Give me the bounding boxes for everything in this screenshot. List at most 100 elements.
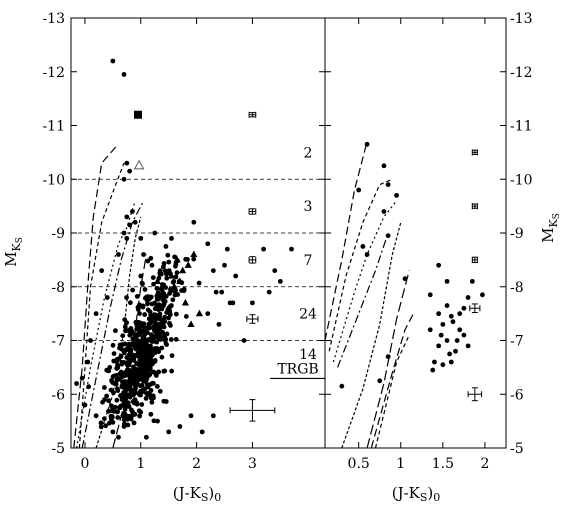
star-point [210,413,216,419]
rgb-star-point [126,341,132,347]
rgb-star-point [126,381,132,387]
rgb-star-point [111,351,117,356]
rgb-star-point [98,420,104,426]
star-point [130,209,135,214]
star-point [143,295,149,300]
star-point [110,58,116,64]
star-point [436,343,442,349]
left-y-axis-title: MKS [2,237,25,267]
star-point [339,383,345,389]
star-point [461,332,467,338]
agb-star-point [148,332,154,338]
rgb-star-point [114,357,120,362]
rgb-star-point [114,377,120,383]
y-tick-label: -12 [42,65,65,81]
rgb-star-point [122,324,128,330]
rgb-star-point [135,331,141,337]
agb-star-point [155,296,161,302]
rgb-star-point [144,352,150,358]
star-point [436,311,442,317]
agb-star-point [191,256,197,262]
agb-star-point [157,330,162,336]
carbon-star-triangle [176,277,184,284]
rgb-star-point [159,354,165,360]
rgb-star-point [167,320,172,326]
agb-star-point [165,252,171,258]
y-tick-label: -12 [510,65,533,81]
rgb-star-point [121,379,127,384]
rgb-star-point [152,370,158,376]
rgb-star-point [141,360,146,366]
isochrone-line [341,222,402,448]
rgb-star-point [120,333,126,339]
rgb-star-point [134,337,140,343]
rgb-star-point [156,314,162,320]
rgb-star-point [148,387,154,393]
agb-star-point [143,329,149,334]
agb-star-point [173,336,179,342]
rgb-star-point [162,368,168,374]
star-point [430,367,436,373]
isochrone-line [337,232,389,368]
rgb-star-point [137,413,143,419]
star-point [138,273,144,279]
y-tick-label: -6 [51,387,65,403]
isochrone-line [81,200,145,448]
carbon-star-triangle [153,277,162,284]
star-point [233,273,239,279]
carbon-star-triangle [190,250,198,258]
x-tick-label: 1.5 [432,456,454,472]
y-tick-label: -10 [510,172,533,188]
rgb-star-point [123,328,129,334]
rgb-star-point [130,409,135,415]
y-tick-label: -11 [510,119,533,135]
x-tick-label: 1 [136,456,145,472]
y-tick-label: -9 [51,226,65,242]
star-point [356,187,362,193]
rgb-star-point [143,395,149,401]
y-tick-label: -7 [510,334,524,350]
bin-count-label: 24 [299,307,317,323]
star-point [289,246,294,252]
star-point [85,359,91,365]
agb-star-point [134,293,140,299]
star-point [143,434,149,440]
x-tick-label: 1 [396,456,405,472]
isochrone-line [95,216,142,448]
x-tick-label: 2 [480,456,489,472]
agb-star-point [140,323,145,329]
isochrone-line [73,146,117,448]
rgb-star-point [149,399,155,405]
rgb-star-point [133,385,138,391]
star-point [250,300,255,306]
right-x-axis-title: (J-KS)0 [392,484,441,504]
rgb-star-point [144,382,150,387]
y-tick-label: -13 [42,11,65,27]
star-point [121,424,127,429]
rgb-star-point [140,281,145,287]
rgb-star-point [169,368,175,374]
x-tick-label: 0 [80,456,89,472]
x-tick-label: 2 [192,456,201,472]
rgb-star-point [151,418,157,424]
star-point [116,434,121,440]
rgb-star-point [122,317,128,323]
y-tick-label: -6 [510,387,524,403]
rgb-star-point [162,338,168,343]
star-point [230,300,236,306]
rgb-star-point [130,336,136,342]
agb-star-point [160,282,165,287]
star-point [436,262,442,268]
star-point [440,362,446,368]
star-point [166,429,172,435]
star-point [74,381,79,386]
agb-star-point [148,255,154,261]
bin-count-label: 7 [304,253,313,269]
rgb-star-point [103,423,109,429]
star-point [127,168,133,174]
rgb-star-point [155,290,161,296]
star-point [99,268,105,274]
rgb-star-point [131,400,137,406]
rgb-star-point [115,415,121,420]
